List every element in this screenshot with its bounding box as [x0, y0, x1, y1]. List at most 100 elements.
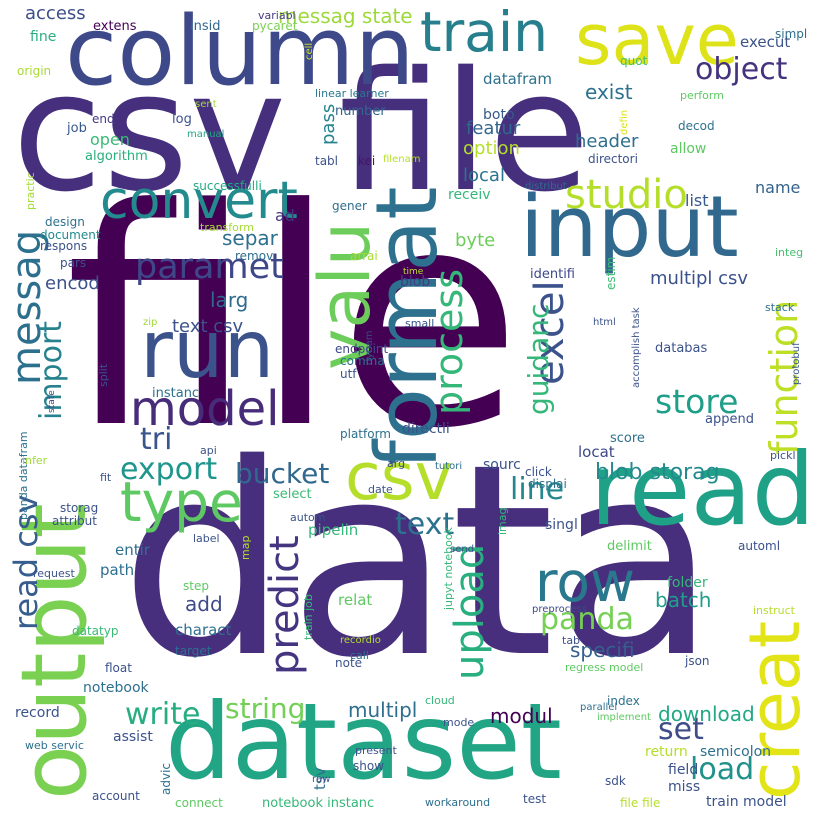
word-autom: autom [290, 511, 326, 524]
word-successfulli: successfulli [193, 179, 262, 193]
word-number: number [335, 104, 386, 119]
word-name: name [755, 178, 801, 197]
word-record: record [15, 705, 60, 721]
word-quot: quot [620, 54, 648, 68]
word-document: document [40, 228, 101, 242]
word-stack: stack [765, 301, 795, 314]
word-process: process [427, 268, 471, 415]
word-predict: predict [262, 535, 308, 675]
word-protobuf: protobuf [791, 342, 802, 385]
word-convert: convert [100, 171, 298, 231]
word-filenam: filenam [383, 154, 421, 165]
word-recordio: recordio [340, 635, 381, 646]
word-delimit: delimit [607, 539, 652, 554]
word-receiv: receiv [448, 187, 491, 203]
word-modul: modul [490, 704, 553, 728]
word-train-model: train model [706, 794, 787, 810]
word-train-job: train job [302, 594, 315, 640]
word-pickl: pickl [770, 449, 796, 462]
word-text-csv: text csv [172, 316, 244, 337]
word-execut: execut [740, 33, 791, 51]
word-encod: encod [45, 273, 100, 294]
word-automl: automl [738, 539, 781, 553]
word-entir: entir [115, 541, 150, 559]
word-instanc: instanc [152, 386, 200, 401]
word-json: json [685, 654, 710, 668]
word-specifi: specifi [570, 638, 635, 662]
word-miss: miss [668, 779, 701, 795]
word-identifi: identifi [530, 267, 575, 282]
word-infer: infer [22, 454, 48, 467]
word-tab: tab [562, 634, 581, 647]
word-raw: raw [312, 774, 331, 785]
word-export: export [120, 452, 218, 487]
word-text: text [395, 507, 455, 542]
word-list: list [685, 191, 709, 210]
word-ad: ad [275, 206, 295, 225]
word-load: load [690, 752, 755, 787]
word-distribut: distribut [525, 181, 567, 192]
word-store: store [655, 382, 739, 421]
word-remov: remov [235, 249, 274, 263]
word-databas: databas [655, 341, 708, 356]
word-variabl: variabl [258, 9, 296, 22]
word-state: state [47, 390, 57, 413]
word-folder: folder [667, 575, 708, 591]
word-access: access [25, 3, 86, 24]
word-read: read [590, 431, 816, 548]
word-semicolon: semicolon [700, 744, 772, 760]
word-comma: comma [340, 354, 385, 368]
word-arg: arg [387, 457, 406, 470]
word-map: map [239, 535, 252, 560]
word-tri: tri [140, 422, 173, 457]
word-assist: assist [113, 729, 153, 745]
word-target: target [175, 644, 212, 658]
word-request: request [33, 567, 75, 580]
word-batch: batch [655, 588, 712, 612]
word-design: design [45, 215, 85, 229]
word-pycaret: pycaret [252, 19, 298, 33]
word-csv-file: csv file [12, 36, 591, 228]
word-field: field [668, 762, 699, 778]
word-origin: origin [17, 64, 52, 78]
word-gener: gener [332, 199, 367, 213]
word-upload: upload [447, 543, 493, 680]
word-multipl: multipl [348, 698, 418, 722]
word-sdk: sdk [605, 774, 626, 788]
word-type: type [120, 470, 243, 534]
word-label: label [193, 532, 220, 545]
word-integ: integ [775, 246, 804, 259]
word-instruct: instruct [753, 604, 795, 617]
word-log: log [172, 112, 192, 127]
word-sourc: sourc [483, 457, 521, 473]
word-singl: singl [545, 517, 578, 533]
word-manual: manual [187, 129, 225, 140]
word-practic: practic [24, 172, 37, 210]
word-header: header [575, 131, 639, 152]
word-messag-state: messag state [278, 4, 413, 28]
word-float: float [105, 661, 132, 675]
word-cell: cell [304, 42, 315, 60]
word-directori: directori [588, 152, 638, 166]
word-row: row [535, 550, 636, 614]
word-fine: fine [30, 29, 57, 45]
word-parallel: parallel [580, 702, 618, 713]
word-api: api [200, 444, 217, 457]
word-web-servic: web servic [25, 739, 84, 752]
word-set: set [658, 712, 704, 747]
word-locat: locat [578, 443, 615, 461]
word-tabl: tabl [315, 154, 339, 168]
word-cloud: cloud [425, 694, 455, 707]
word-utf: utf [340, 367, 357, 381]
word-estim: estim [604, 256, 618, 290]
word-present: present [355, 744, 397, 757]
word-step: step [183, 579, 209, 593]
word-small: small [405, 317, 435, 330]
word-csv: csv [345, 440, 454, 515]
word-workaround: workaround [425, 796, 491, 809]
word-regress-model: regress model [565, 661, 644, 674]
word-arrai: arrai [350, 249, 378, 263]
word-time: time [403, 267, 424, 277]
word-exist: exist [585, 80, 633, 104]
word-panda-datafram: panda datafram [17, 431, 30, 520]
